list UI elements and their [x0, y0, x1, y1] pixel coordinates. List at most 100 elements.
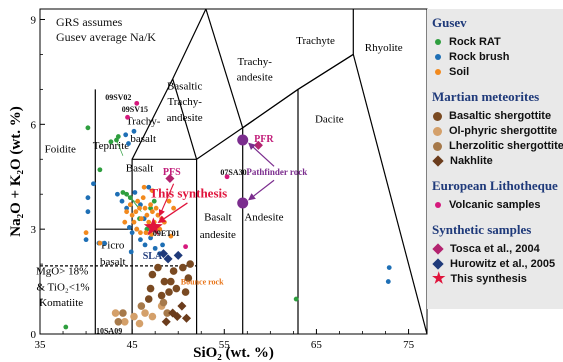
x-axis-label: SiO₂ (wt. %) — [193, 345, 274, 361]
field-label: Komatiite — [39, 297, 83, 309]
data-point — [85, 209, 91, 215]
x-tick-label: 45 — [127, 339, 139, 351]
data-point — [125, 114, 130, 120]
data-point — [131, 128, 137, 134]
data-point — [142, 242, 148, 248]
data-point — [168, 233, 174, 239]
data-point — [146, 219, 152, 225]
data-point — [83, 237, 89, 243]
field-label: Rhyolite — [365, 42, 403, 54]
tas-boundary-line — [172, 78, 198, 160]
tas-boundary-line — [205, 9, 244, 128]
data-point — [85, 195, 91, 201]
data-point — [144, 295, 153, 303]
data-point — [134, 226, 140, 232]
y-tick-label: 3 — [31, 224, 37, 236]
legend-label: Ol-phyric shergottite — [449, 125, 558, 137]
data-point — [132, 190, 138, 195]
field-label: andesite — [237, 72, 273, 84]
data-point — [386, 265, 392, 271]
legend-marker — [433, 141, 442, 151]
legend-label: Lherzolitic shergottite — [449, 140, 563, 152]
legend-marker — [432, 258, 444, 270]
data-point — [237, 197, 249, 209]
legend-label: Tosca et al., 2004 — [450, 243, 540, 255]
data-point — [171, 205, 177, 211]
data-point — [120, 317, 129, 326]
legend-item: Volcanic samples — [432, 198, 541, 212]
legend-item: Soil — [432, 65, 469, 79]
data-point — [102, 240, 107, 246]
legend-marker — [435, 69, 441, 76]
legend-marker — [432, 243, 444, 255]
legend-item: Lherzolitic shergottite — [432, 139, 563, 153]
data-point — [128, 249, 134, 255]
annotation-label: PFR — [254, 134, 274, 145]
data-point — [184, 274, 193, 282]
data-point — [183, 244, 188, 250]
data-point — [141, 184, 147, 190]
data-point — [146, 184, 152, 190]
legend-marker — [435, 39, 441, 46]
data-point — [169, 267, 178, 275]
data-point — [124, 191, 130, 197]
field-label: Andesite — [244, 211, 283, 223]
data-point — [135, 198, 141, 204]
legend-heading: Gusev — [432, 15, 467, 30]
legend-panel — [427, 9, 563, 309]
field-label: Trachy- — [237, 56, 272, 68]
data-point — [253, 140, 263, 150]
this-synthesis-arrow — [157, 202, 188, 224]
legend-label: Volcanic samples — [449, 199, 541, 211]
data-point — [163, 309, 171, 317]
data-point — [140, 195, 146, 201]
x-tick-label: 55 — [219, 339, 231, 351]
legend-label: Hurowitz et al., 2005 — [450, 258, 556, 270]
field-label: andesite — [200, 229, 236, 241]
annotation-label: Pathfinder rock — [246, 167, 307, 177]
data-point — [172, 312, 182, 322]
data-point — [115, 134, 121, 139]
data-point — [141, 309, 149, 317]
data-point — [148, 312, 157, 321]
legend-label: Basaltic shergottite — [449, 110, 552, 122]
field-label: Trachy- — [167, 96, 202, 108]
annotation-label: Bounce rock — [181, 277, 224, 286]
data-point — [123, 132, 129, 138]
legend-marker — [435, 54, 441, 61]
data-point — [160, 242, 165, 248]
legend-item: Ol-phyric shergottite — [432, 124, 557, 138]
pathfinder-arrow — [248, 179, 275, 201]
annotation-label: 09SV02 — [105, 93, 131, 102]
data-point — [151, 198, 157, 204]
data-point — [129, 212, 135, 218]
data-point — [127, 202, 133, 208]
field-label: Picro — [101, 239, 125, 251]
data-point — [122, 219, 128, 225]
data-point — [152, 245, 158, 251]
legend-item: Hurowitz et al., 2005 — [432, 257, 555, 271]
legend-marker: ★ — [432, 270, 446, 288]
data-point — [144, 212, 150, 218]
data-point — [119, 198, 125, 204]
data-point — [137, 205, 142, 211]
annotation-label: 09ET01 — [153, 229, 180, 238]
legend-marker — [435, 202, 441, 209]
data-point — [161, 219, 167, 225]
data-point — [124, 209, 130, 215]
data-point — [134, 100, 140, 106]
data-point — [126, 225, 132, 230]
data-point — [157, 226, 163, 232]
annotation-label: SLA — [143, 251, 163, 262]
legend-heading: Synthetic samples — [432, 222, 532, 237]
data-point — [142, 205, 148, 211]
data-point — [154, 263, 162, 272]
data-point — [148, 270, 157, 279]
field-label: Basalt — [126, 163, 154, 175]
leader-line — [116, 139, 124, 156]
data-point — [97, 240, 103, 246]
field-label: Dacite — [315, 114, 344, 126]
data-point — [161, 317, 171, 327]
field-label: Trachy- — [126, 115, 161, 127]
data-point — [165, 173, 175, 184]
